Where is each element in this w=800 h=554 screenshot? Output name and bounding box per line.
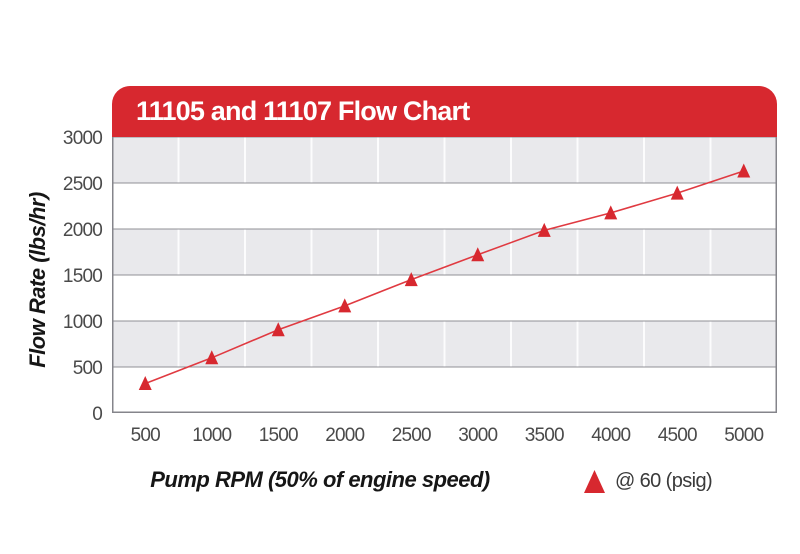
- data-point-marker: [338, 298, 352, 313]
- x-tick-label: 4000: [591, 425, 631, 446]
- flow-line: [144, 170, 745, 385]
- flow-line-chart: [112, 137, 777, 413]
- x-tick-label: 1500: [258, 425, 299, 446]
- data-point-marker: [604, 205, 618, 220]
- data-point-marker: [205, 350, 219, 365]
- chart-title-banner: 11105 and 11107 Flow Chart: [112, 86, 777, 137]
- data-point-marker: [670, 185, 684, 200]
- y-tick-label: 1500: [62, 266, 103, 287]
- y-tick-label: 0: [92, 404, 103, 425]
- data-point-marker: [537, 222, 551, 237]
- x-tick-label: 3000: [458, 425, 498, 446]
- chart-title: 11105 and 11107 Flow Chart: [136, 96, 470, 126]
- data-point-marker: [271, 322, 285, 337]
- x-tick-label: 500: [130, 425, 161, 446]
- y-tick-label: 500: [72, 358, 103, 379]
- x-tick-label: 2000: [325, 425, 365, 446]
- data-point-marker: [737, 163, 751, 178]
- x-tick-label: 5000: [724, 425, 764, 446]
- plot-border: [112, 137, 777, 413]
- legend-triangle-icon: [584, 470, 605, 493]
- y-tick-label: 2000: [62, 220, 103, 241]
- y-tick-label: 1000: [62, 312, 103, 333]
- y-tick-label: 2500: [62, 174, 103, 195]
- x-axis-title: Pump RPM (50% of engine speed): [150, 467, 490, 492]
- x-tick-label: 1000: [192, 425, 232, 446]
- legend: @ 60 (psig): [583, 469, 713, 494]
- data-point-marker: [138, 376, 152, 391]
- x-tick-label: 2500: [391, 425, 432, 446]
- data-point-marker: [471, 247, 485, 262]
- x-tick-label: 4500: [657, 425, 698, 446]
- y-tick-label: 3000: [62, 128, 103, 149]
- x-tick-label: 3500: [524, 425, 565, 446]
- data-point-marker: [404, 272, 418, 287]
- legend-label: @ 60 (psig): [615, 470, 713, 492]
- plot-area: [112, 137, 777, 413]
